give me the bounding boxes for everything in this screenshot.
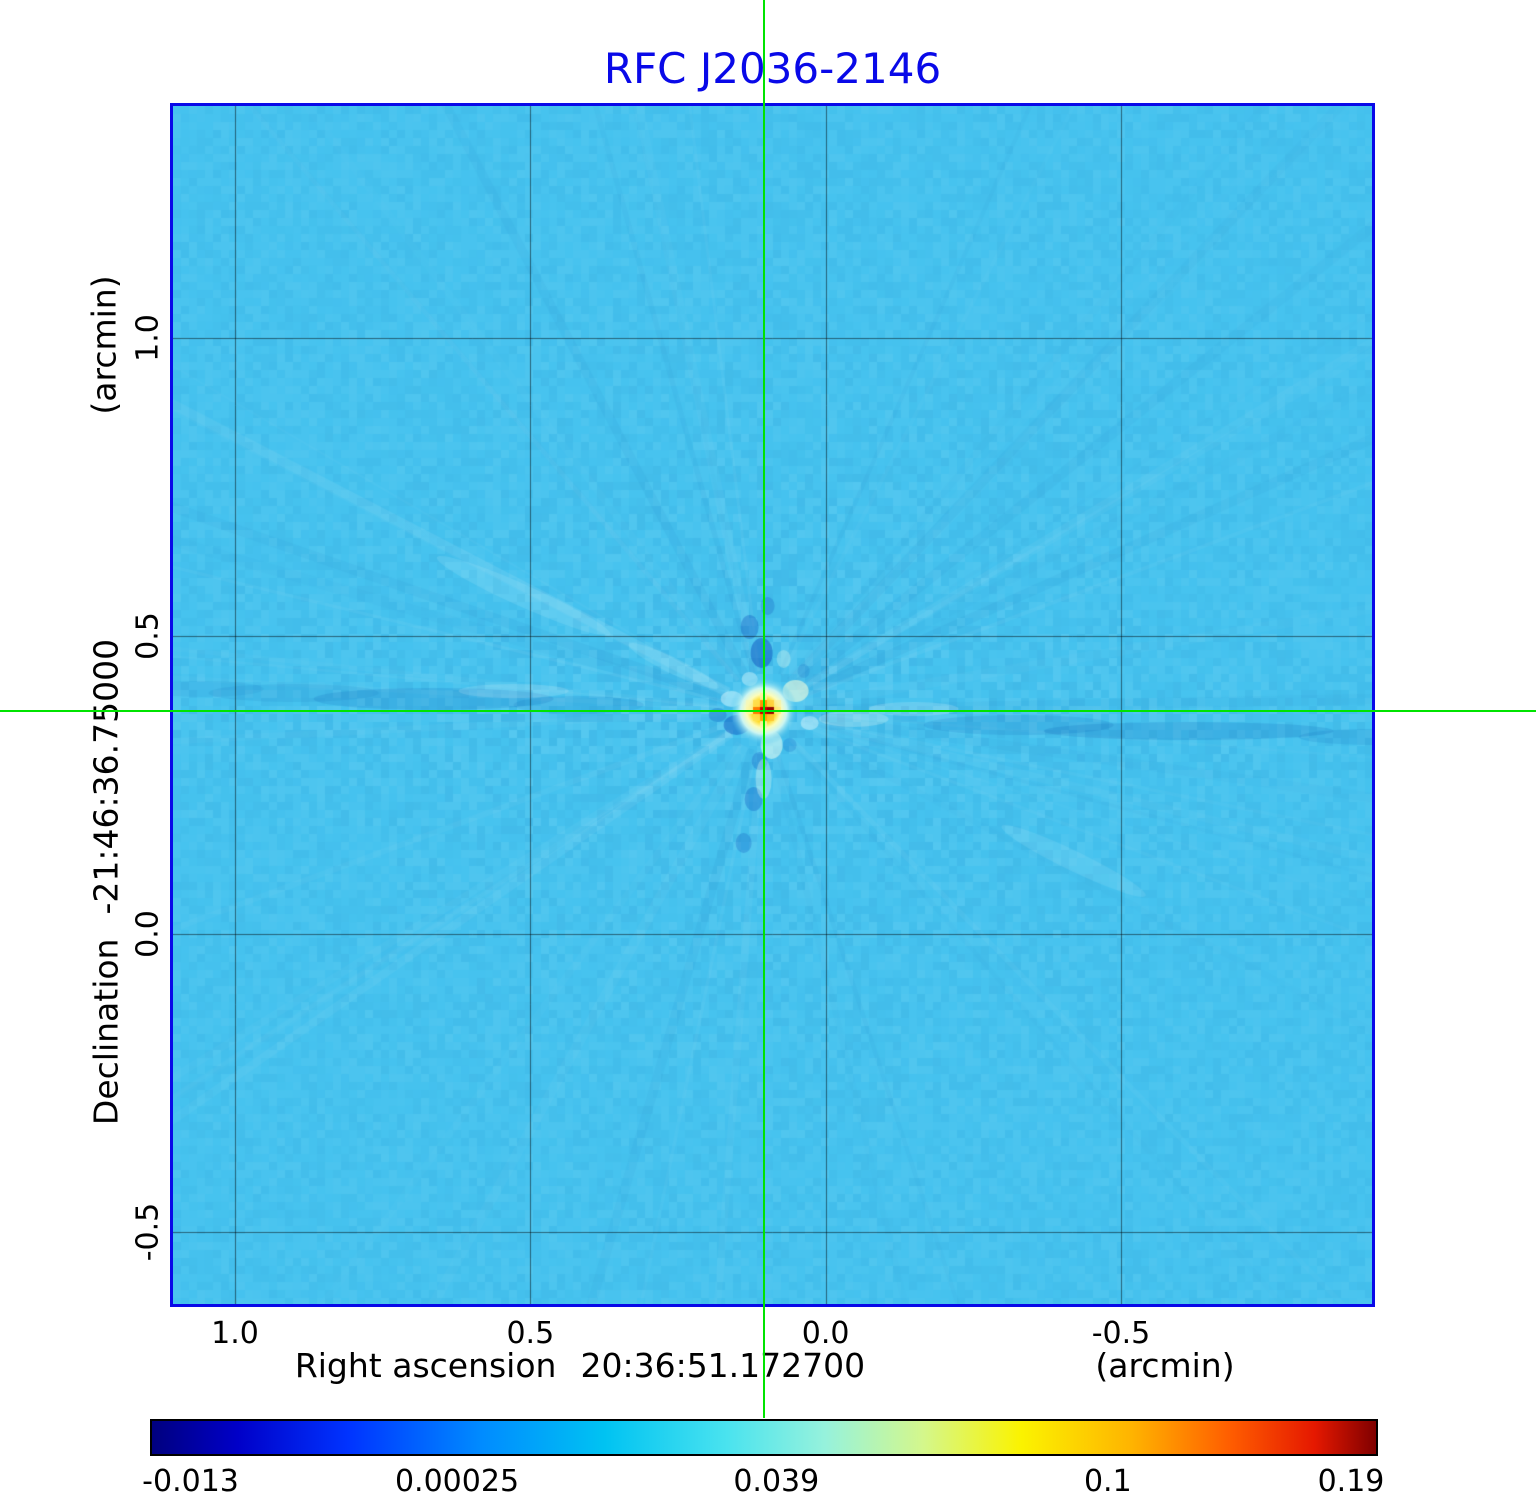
crosshair-horizontal-line [0,709,1536,712]
y-axis-center-value: -21:46:36.75000 [86,638,126,915]
y-axis-label-name: Declination [86,938,126,1126]
colorbar-tick-label: 0.00025 [394,1464,520,1499]
sky-image-canvas [173,106,1372,1304]
x-tick-label: 0.0 [801,1316,850,1351]
y-axis-unit-label: (arcmin) [84,275,124,415]
colorbar-tick-label: 0.19 [1317,1464,1385,1499]
x-axis-center-value: 20:36:51.172700 [580,1346,866,1385]
x-axis-label: Right ascension 20:36:51.172700 [180,1346,980,1385]
image-plot [170,103,1375,1307]
x-tick-label: 1.0 [211,1316,259,1351]
colorbar-tick-label: 0.039 [733,1464,820,1499]
colorbar [150,1419,1378,1456]
y-tick-label: 0.5 [130,612,166,661]
y-tick-label: 0.0 [130,910,166,959]
crosshair-vertical-line [762,0,765,1418]
x-tick-label: 0.5 [506,1316,555,1351]
x-tick-label: -0.5 [1091,1316,1151,1351]
x-axis-unit-label: (arcmin) [1095,1346,1235,1385]
x-axis-label-name: Right ascension [294,1346,557,1385]
y-tick-label: -0.5 [130,1203,166,1262]
colorbar-tick-label: -0.013 [142,1464,239,1499]
y-tick-label: 1.0 [130,314,166,363]
colorbar-tick-label: 0.1 [1083,1464,1132,1499]
chart-title: RFC J2036-2146 [603,44,942,93]
